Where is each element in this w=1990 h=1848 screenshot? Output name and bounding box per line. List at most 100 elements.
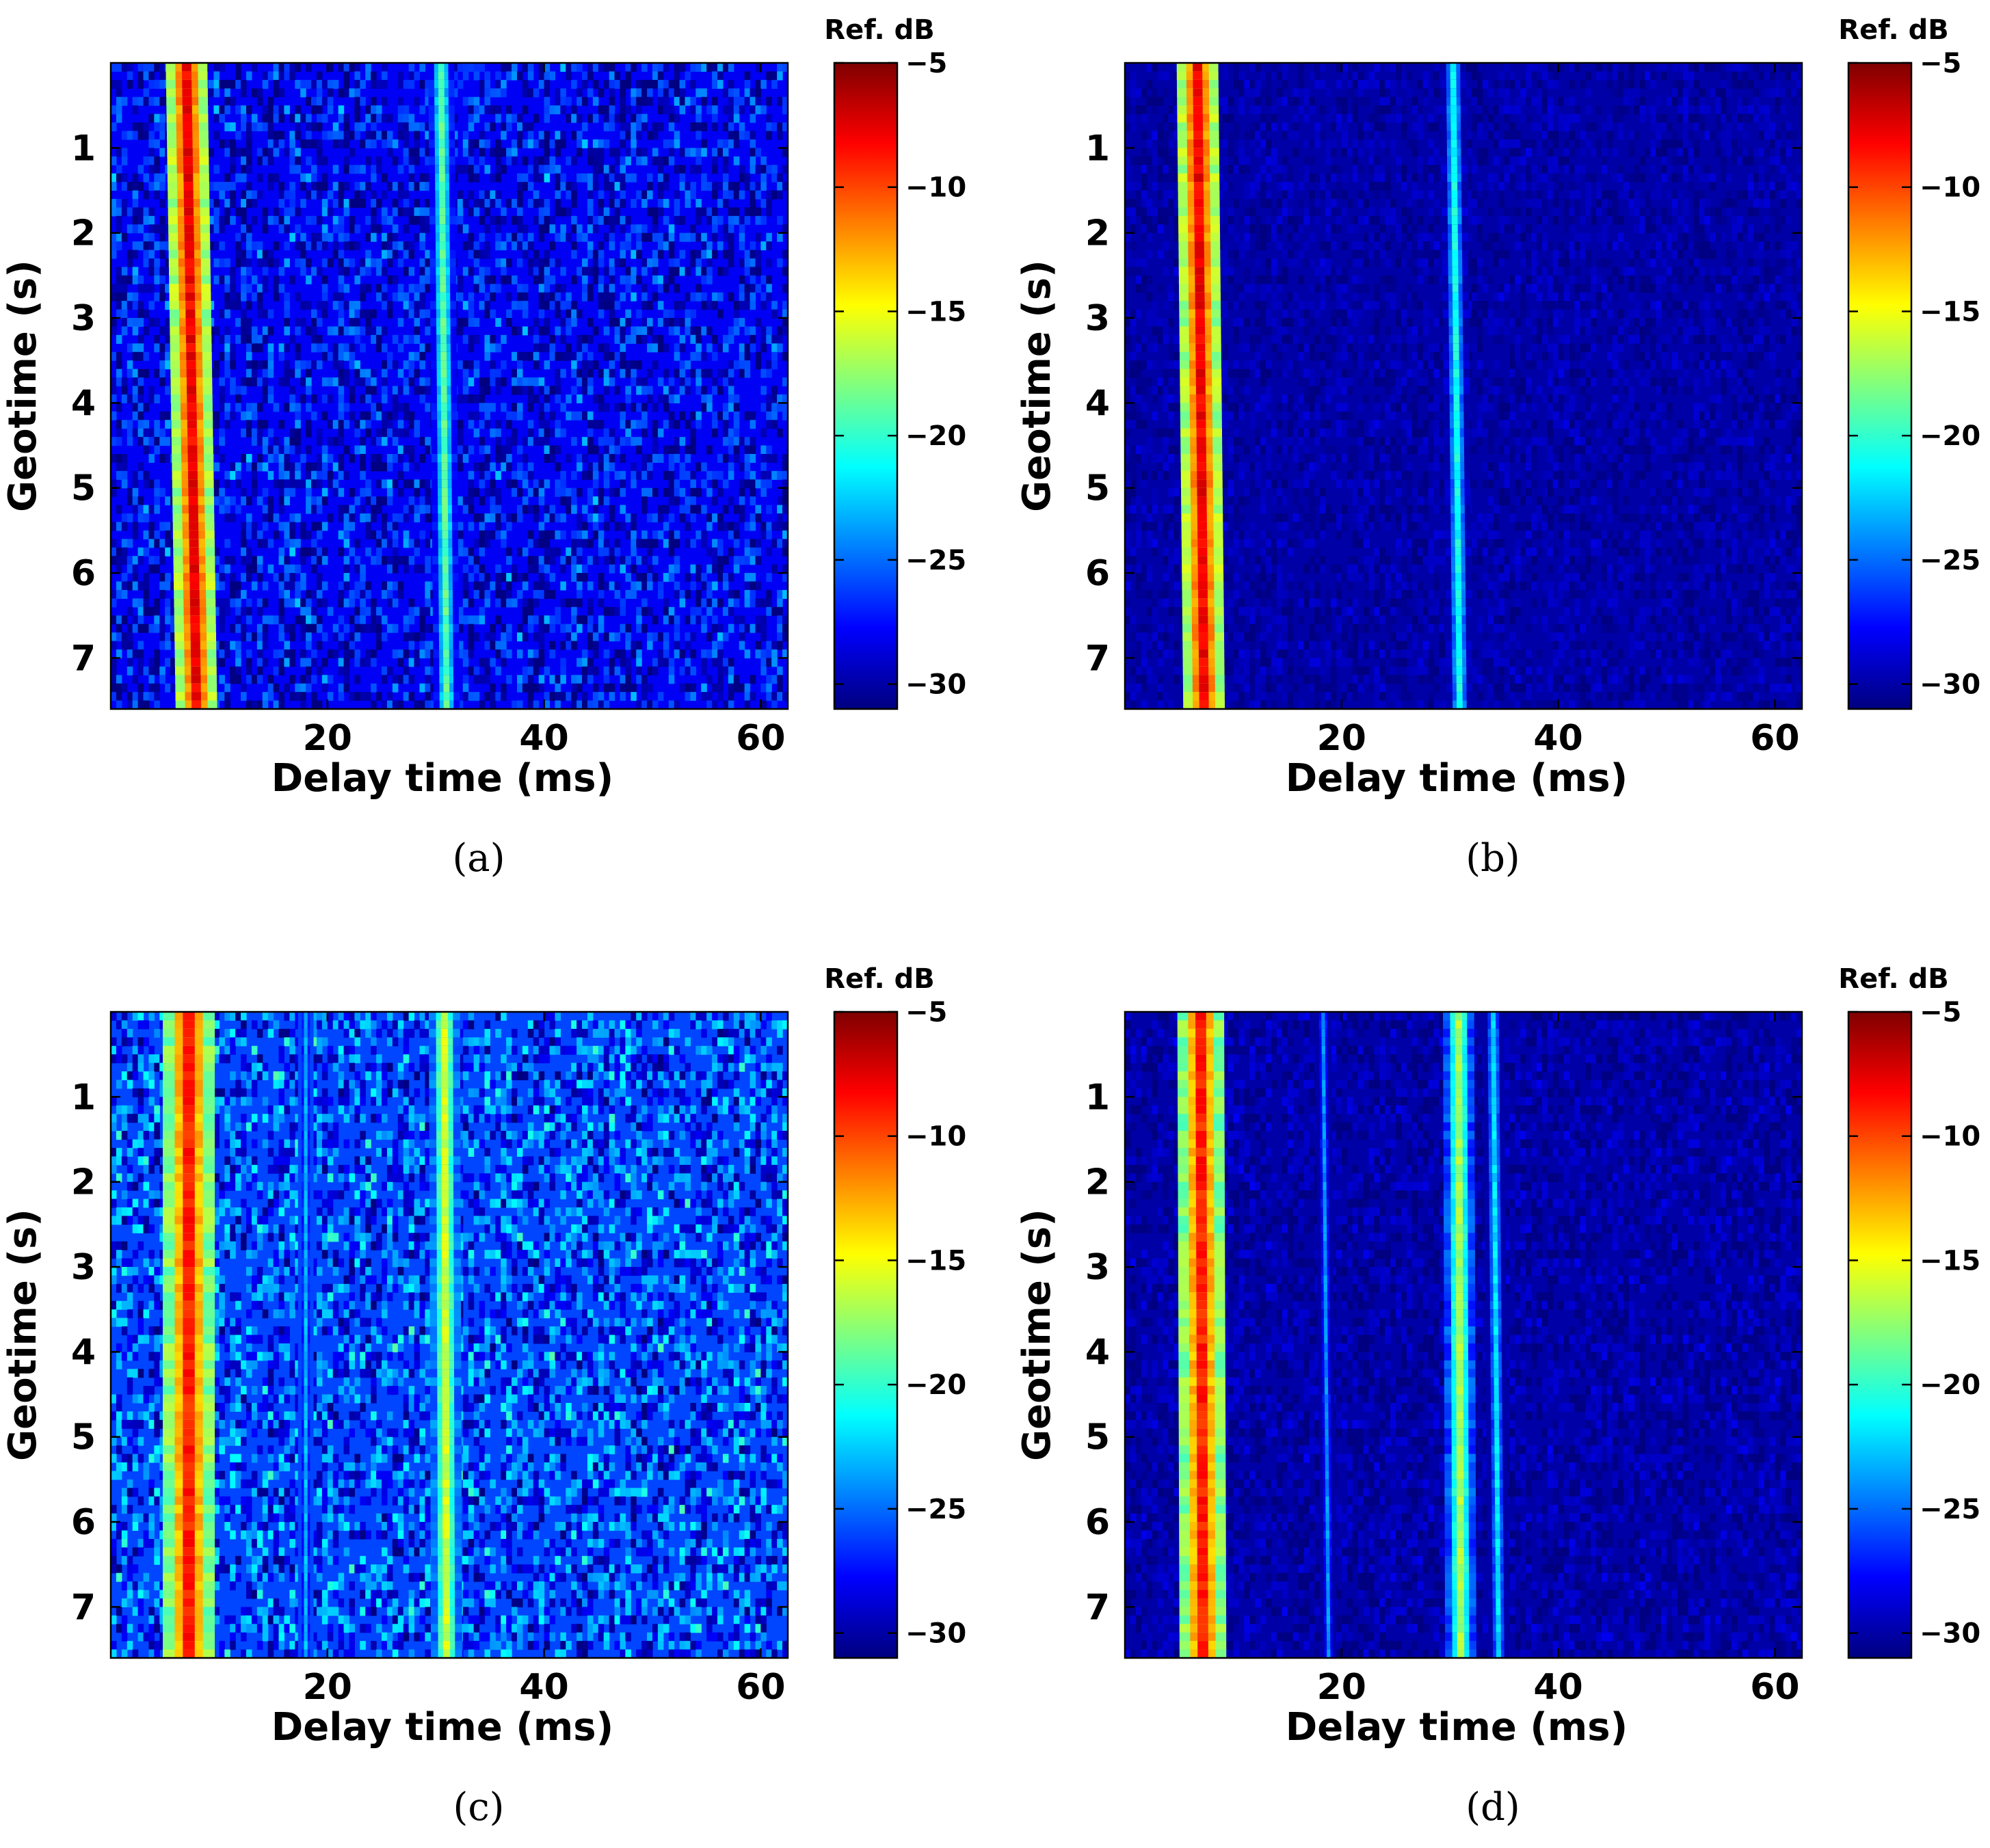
y-tick-label: 4 [1085,1332,1110,1373]
y-tick-label: 1 [71,1077,96,1118]
x-axis-label: Delay time (ms) [1286,1705,1628,1750]
x-tick-label: 40 [1533,1667,1582,1708]
x-tick-label: 60 [736,1667,785,1708]
colorbar-gradient [834,63,897,709]
colorbar-tick-label: −10 [905,1121,966,1153]
component-streak-2 [429,1012,462,1659]
y-axis-label: Geotime (s) [1015,1209,1059,1461]
x-axis-label: Delay time (ms) [271,1705,613,1750]
y-tick-label: 3 [71,298,96,339]
y-tick-label: 6 [71,1502,96,1543]
colorbar-tick-label: −5 [1920,997,1961,1028]
component-streak-2 [428,63,460,710]
component-streak-1 [165,63,217,710]
heatmap-image [111,63,788,710]
y-tick-label: 7 [1085,1587,1110,1628]
x-axis-label: Delay time (ms) [1286,756,1628,801]
y-tick-label: 3 [71,1247,96,1288]
axes-frame [1124,62,1803,710]
y-tick-label: 5 [71,468,96,509]
colorbar-title: Ref. dB [1838,14,1948,46]
component-streak-3 [297,1012,314,1659]
heatmap-image [1125,63,1803,710]
colorbar-tick-label: −30 [1920,669,1980,701]
colorbar-tick-label: −30 [905,669,966,701]
y-axis-label: Geotime (s) [1015,260,1059,512]
colorbar-tick-label: −10 [1920,172,1980,204]
colorbar-tick-label: −20 [905,1369,966,1401]
colorbar-tick-label: −15 [905,1245,966,1276]
y-axis-label: Geotime (s) [1,1209,45,1461]
y-tick-label: 4 [71,383,96,424]
colorbar-tick-label: −10 [905,172,966,204]
colorbar-tick-label: −5 [905,997,947,1028]
y-tick-label: 6 [1085,1502,1110,1543]
component-streak-2 [1443,1012,1476,1659]
y-tick-label: 1 [71,128,96,169]
component-streak-2 [1440,63,1473,710]
colorbar: −5 −10 −15 −20 −25 −30 Ref. dB [1838,14,1980,710]
component-streak-1 [163,1012,215,1659]
x-tick-label: 40 [1533,718,1582,759]
y-tick-label: 1 [1085,1077,1110,1118]
x-tick-label: 20 [303,718,352,759]
colorbar-tick-label: −25 [1920,545,1980,576]
axes-frame [109,1010,789,1659]
component-streak-1 [1177,1012,1227,1659]
x-tick-label: 60 [1750,718,1799,759]
colorbar-tick-label: −5 [905,48,947,79]
colorbar-tick-label: −15 [1920,296,1980,327]
panel-c: 20 40 60 1 2 3 4 5 6 7 Delay time (ms) Geotime (s) −… [1,963,966,1830]
x-tick-label: 20 [1317,718,1366,759]
heatmap-image [111,1012,788,1659]
y-tick-label: 4 [71,1332,96,1373]
x-tick-label: 20 [303,1667,352,1708]
component-streak-3 [1483,1012,1509,1659]
y-tick-label: 4 [1085,383,1110,424]
colorbar-title: Ref. dB [824,14,934,46]
panel-caption: (a) [452,836,505,881]
panel-caption: (c) [453,1785,504,1830]
heatmap-image [1125,1012,1803,1659]
y-tick-label: 7 [71,1587,96,1628]
y-tick-label: 2 [1085,1162,1110,1203]
component-streak-4 [1315,1012,1337,1659]
panel-d: 20 40 60 1 2 3 4 5 6 7 Delay time (ms) Geotime (s) −… [1015,963,1980,1830]
colorbar-tick-label: −20 [1920,1369,1980,1401]
y-tick-label: 6 [71,553,96,594]
colorbar: −5 −10 −15 −20 −25 −30 Ref. dB [824,963,966,1659]
x-tick-label: 40 [519,718,568,759]
colorbar-gradient [1848,1012,1911,1658]
colorbar-tick-label: −25 [905,1494,966,1525]
y-tick-label: 2 [1085,213,1110,254]
panel-caption: (b) [1465,836,1520,881]
colorbar-tick-label: −25 [905,545,966,576]
colorbar-tick-label: −30 [1920,1618,1980,1650]
x-tick-label: 60 [736,718,785,759]
colorbar: −5 −10 −15 −20 −25 −30 Ref. dB [1838,963,1980,1659]
colorbar-tick-label: −5 [1920,48,1961,79]
y-tick-label: 5 [1085,468,1110,509]
colorbar-title: Ref. dB [1838,963,1948,995]
colorbar-tick-label: −25 [1920,1494,1980,1525]
axes-frame [109,62,789,710]
colorbar-tick-label: −10 [1920,1121,1980,1153]
y-tick-label: 5 [71,1417,96,1458]
y-tick-label: 6 [1085,553,1110,594]
y-tick-label: 3 [1085,1247,1110,1288]
x-tick-label: 40 [519,1667,568,1708]
colorbar-tick-label: −15 [905,296,966,327]
axes-frame [1124,1010,1803,1659]
x-axis-label: Delay time (ms) [271,756,613,801]
colorbar-title: Ref. dB [824,963,934,995]
colorbar-tick-label: −20 [905,420,966,452]
x-tick-label: 60 [1750,1667,1799,1708]
y-tick-label: 2 [71,213,96,254]
panel-b: 20 40 60 1 2 3 4 5 6 7 Delay time (ms) Geotime (s) −… [1015,14,1980,881]
panel-caption: (d) [1465,1785,1520,1830]
colorbar-gradient [834,1012,897,1658]
colorbar-tick-label: −15 [1920,1245,1980,1276]
colorbar-tick-label: −30 [905,1618,966,1650]
component-streak-1 [1176,63,1225,710]
